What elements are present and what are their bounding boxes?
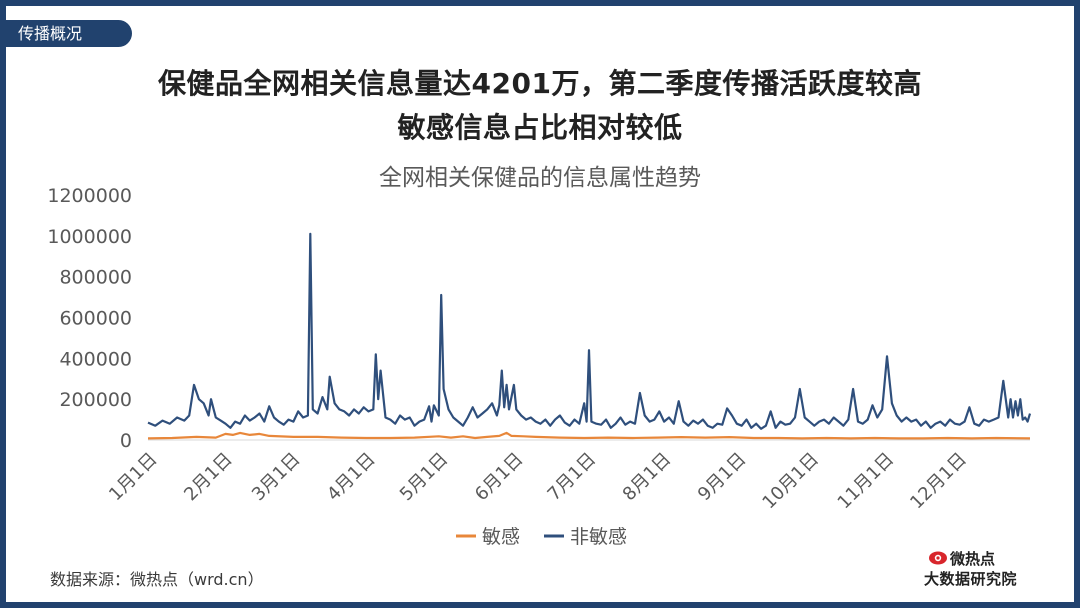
x-tick-label: 8月1日 <box>619 449 676 506</box>
legend-label-sensitive: 敏感 <box>482 526 520 548</box>
y-tick-label: 0 <box>120 430 132 452</box>
y-tick-label: 400000 <box>59 348 132 370</box>
x-tick-label: 2月1日 <box>180 449 237 506</box>
x-tick-label: 7月1日 <box>544 449 601 506</box>
data-source: 数据来源：微热点（wrd.cn） <box>50 570 264 589</box>
y-tick-label: 800000 <box>59 267 132 289</box>
logo-bottom-text: 大数据研究院 <box>924 570 1018 588</box>
x-tick-label: 9月1日 <box>694 449 751 506</box>
x-tick-label: 5月1日 <box>396 449 453 506</box>
section-tag: 传播概况 <box>6 20 132 47</box>
x-tick-label: 1月1日 <box>105 449 162 506</box>
series-line-sensitive <box>147 431 1031 440</box>
x-tick-label: 12月1日 <box>906 449 971 514</box>
trend-line-chart: 1200000100000080000060000040000020000001… <box>47 185 1032 548</box>
x-tick-label: 6月1日 <box>471 449 528 506</box>
eye-logo-icon <box>929 551 947 565</box>
y-tick-label: 200000 <box>59 389 132 411</box>
x-tick-label: 11月1日 <box>834 449 899 514</box>
y-tick-label: 1000000 <box>47 226 132 248</box>
y-tick-label: 600000 <box>59 308 132 330</box>
x-tick-label: 3月1日 <box>248 449 305 506</box>
y-tick-label: 1200000 <box>47 185 132 207</box>
headline-line-1: 保健品全网相关信息量达4201万，第二季度传播活跃度较高 <box>158 67 922 100</box>
wrd-logo: 微热点 大数据研究院 <box>922 546 1052 592</box>
chart-title: 全网相关保健品的信息属性趋势 <box>379 165 701 191</box>
series-line-non-sensitive <box>147 232 1032 430</box>
legend-label-non-sensitive: 非敏感 <box>570 526 627 548</box>
logo-top-text: 微热点 <box>950 550 996 568</box>
headline-line-2: 敏感信息占比相对较低 <box>397 111 683 144</box>
x-tick-label: 4月1日 <box>323 449 380 506</box>
x-tick-label: 10月1日 <box>758 449 823 514</box>
